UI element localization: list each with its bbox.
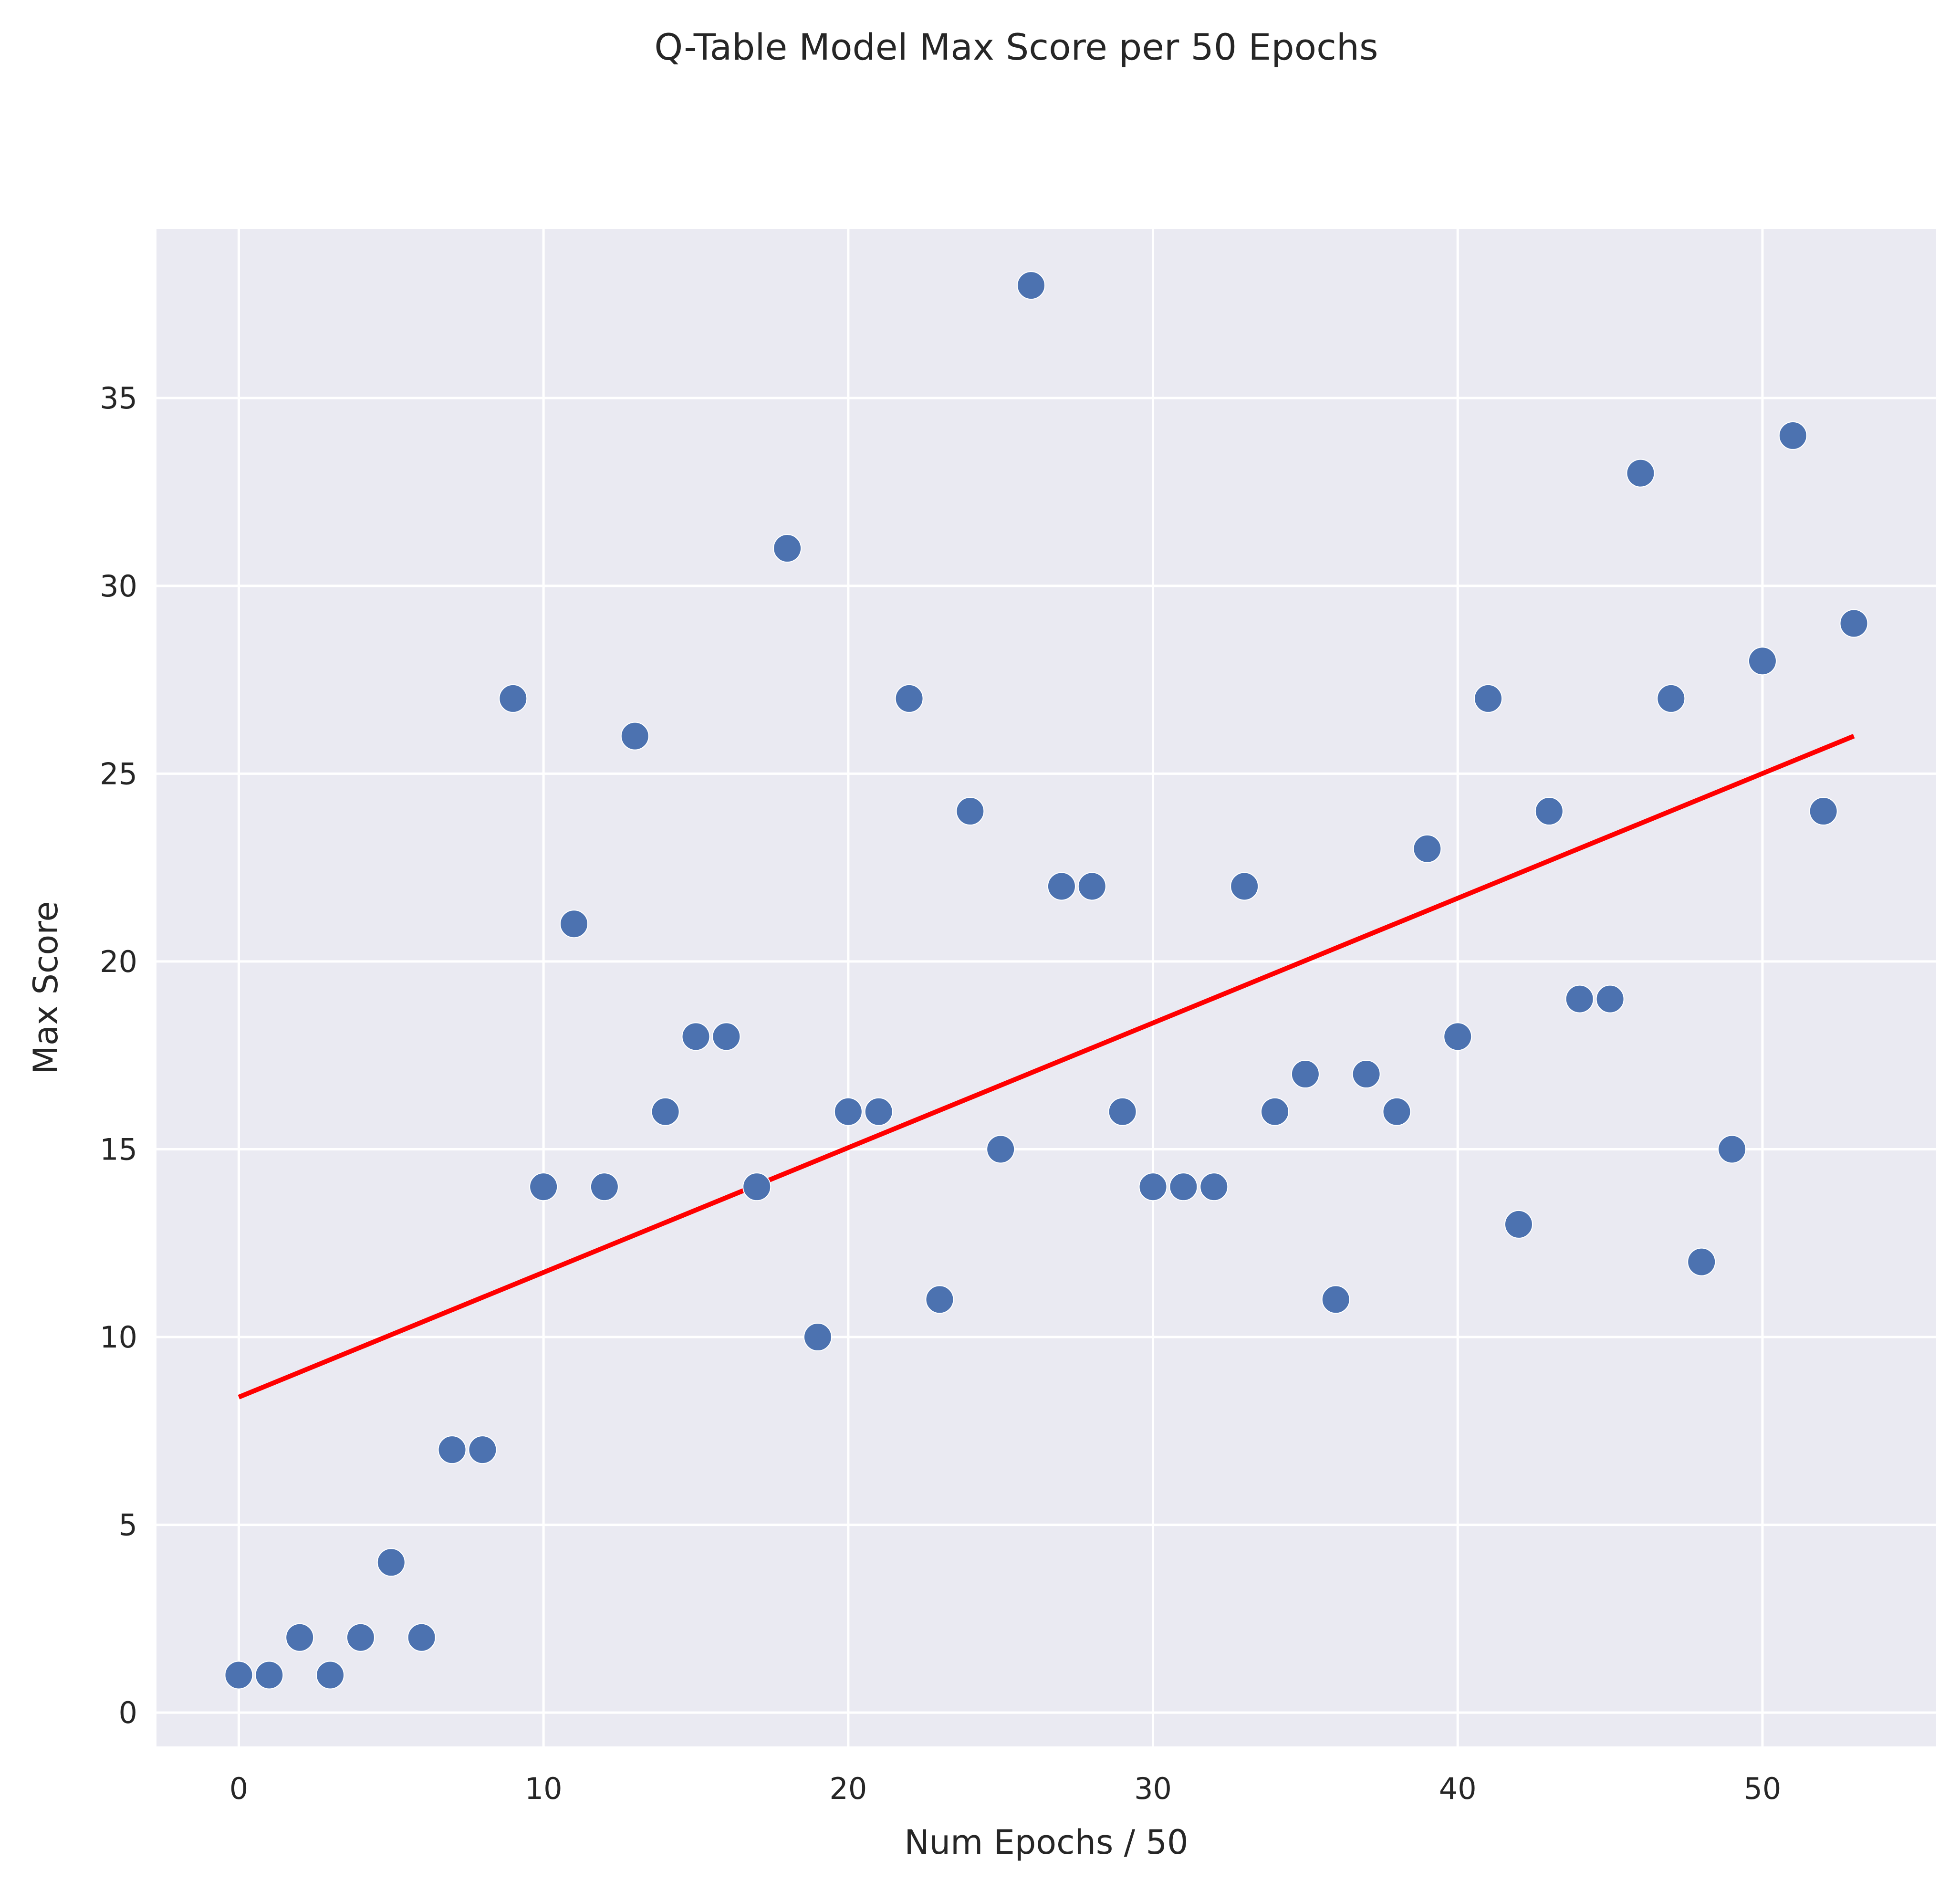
y-tick-label: 15 xyxy=(100,1132,137,1167)
x-axis-label: Num Epochs / 50 xyxy=(904,1823,1188,1862)
data-point xyxy=(1809,797,1838,826)
data-point xyxy=(407,1623,436,1652)
data-point xyxy=(1565,984,1594,1013)
data-point xyxy=(864,1097,893,1126)
data-point xyxy=(1382,1097,1411,1126)
data-point xyxy=(285,1623,314,1652)
y-tick-label: 30 xyxy=(100,569,137,604)
data-point xyxy=(346,1623,375,1652)
data-point xyxy=(376,1548,406,1577)
y-tick-label: 35 xyxy=(100,381,137,416)
data-point xyxy=(438,1435,467,1464)
data-point xyxy=(1352,1060,1381,1089)
data-point xyxy=(773,534,802,563)
data-point xyxy=(834,1097,863,1126)
data-point xyxy=(712,1022,741,1051)
x-tick-label: 20 xyxy=(829,1771,867,1806)
x-tick-label: 40 xyxy=(1439,1771,1477,1806)
data-point xyxy=(1413,834,1442,863)
x-tick-label: 30 xyxy=(1134,1771,1172,1806)
data-point xyxy=(1199,1172,1229,1201)
y-tick-label: 0 xyxy=(119,1695,137,1730)
data-point xyxy=(1504,1210,1533,1239)
data-points xyxy=(224,271,1868,1690)
data-point xyxy=(1687,1247,1716,1276)
data-point xyxy=(1321,1285,1350,1314)
data-point xyxy=(316,1661,345,1690)
data-point xyxy=(529,1172,558,1201)
y-tick-label: 20 xyxy=(100,944,137,979)
data-point xyxy=(1077,872,1106,901)
data-point xyxy=(1657,684,1686,713)
data-point xyxy=(986,1135,1015,1164)
data-point xyxy=(1108,1097,1137,1126)
data-point xyxy=(499,684,528,713)
data-point xyxy=(1778,421,1807,450)
data-point xyxy=(1839,609,1868,638)
data-point xyxy=(1291,1060,1320,1089)
data-point xyxy=(590,1172,619,1201)
data-point xyxy=(1595,984,1625,1013)
y-axis-label: Max Score xyxy=(26,901,65,1074)
data-point xyxy=(1474,684,1503,713)
data-point xyxy=(1718,1135,1747,1164)
data-point xyxy=(895,684,924,713)
data-point xyxy=(1017,271,1046,300)
x-tick-label: 0 xyxy=(229,1771,248,1806)
data-point xyxy=(560,909,589,939)
data-point xyxy=(1138,1172,1168,1201)
data-point xyxy=(651,1097,680,1126)
data-point xyxy=(1261,1097,1290,1126)
y-tick-label: 25 xyxy=(100,756,137,791)
grid-lines xyxy=(156,229,1936,1746)
plot-area xyxy=(156,229,1936,1746)
data-point xyxy=(224,1661,253,1690)
data-point xyxy=(1047,872,1076,901)
data-point xyxy=(1230,872,1259,901)
data-point xyxy=(925,1285,954,1314)
data-point xyxy=(620,721,649,751)
data-point xyxy=(742,1172,771,1201)
trend-line xyxy=(238,733,1855,1400)
data-point xyxy=(1748,647,1777,676)
data-point xyxy=(1626,459,1655,488)
data-point xyxy=(255,1661,284,1690)
x-tick-label: 50 xyxy=(1743,1771,1781,1806)
chart-title: Q-Table Model Max Score per 50 Epochs xyxy=(654,26,1378,68)
x-tick-labels: 0 10 20 30 40 50 xyxy=(229,1771,1782,1806)
y-tick-label: 5 xyxy=(119,1508,137,1543)
data-point xyxy=(1169,1172,1198,1201)
data-point xyxy=(681,1022,710,1051)
data-point xyxy=(1443,1022,1472,1051)
y-tick-labels: 0 5 10 15 20 25 30 35 xyxy=(100,381,137,1730)
data-point xyxy=(803,1323,832,1352)
data-point xyxy=(1534,797,1564,826)
data-point xyxy=(956,797,985,826)
data-point xyxy=(468,1435,497,1464)
y-tick-label: 10 xyxy=(100,1320,137,1355)
x-tick-label: 10 xyxy=(525,1771,563,1806)
